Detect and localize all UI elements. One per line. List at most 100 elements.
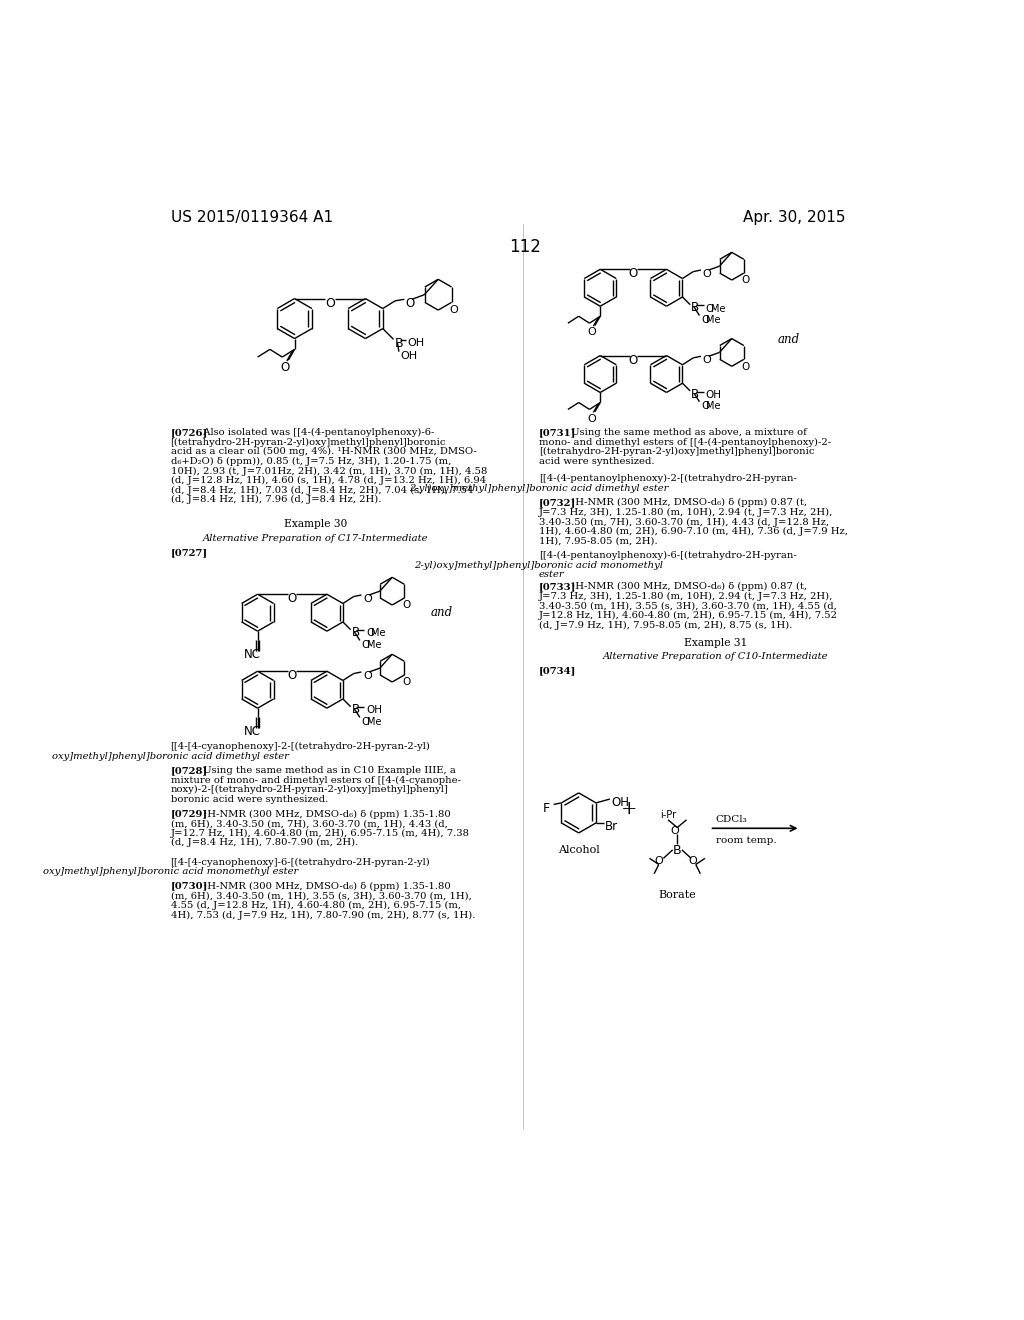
Text: B: B (691, 388, 699, 400)
Text: and: and (777, 333, 800, 346)
Text: Using the same method as in C10 Example IIIE, a: Using the same method as in C10 Example … (197, 766, 456, 775)
Text: [0729]: [0729] (171, 809, 208, 818)
Text: F: F (543, 801, 550, 814)
Text: O: O (701, 401, 710, 412)
Text: US 2015/0119364 A1: US 2015/0119364 A1 (171, 210, 333, 224)
Text: (m, 6H), 3.40-3.50 (m, 1H), 3.55 (s, 3H), 3.60-3.70 (m, 1H),: (m, 6H), 3.40-3.50 (m, 1H), 3.55 (s, 3H)… (171, 891, 471, 900)
Text: B: B (351, 626, 359, 639)
Text: OH: OH (400, 351, 418, 360)
Text: 3.40-3.50 (m, 7H), 3.60-3.70 (m, 1H), 4.43 (d, J=12.8 Hz,: 3.40-3.50 (m, 7H), 3.60-3.70 (m, 1H), 4.… (539, 517, 828, 527)
Text: NC: NC (244, 648, 261, 661)
Text: 2-yl)oxy]methyl]phenyl]boronic acid dimethyl ester: 2-yl)oxy]methyl]phenyl]boronic acid dime… (409, 483, 669, 492)
Text: O: O (629, 268, 638, 280)
Text: 1H), 7.95-8.05 (m, 2H).: 1H), 7.95-8.05 (m, 2H). (539, 537, 657, 545)
Text: O: O (702, 269, 712, 279)
Text: [[4-(4-pentanoylphenoxy)-2-[(tetrahydro-2H-pyran-: [[4-(4-pentanoylphenoxy)-2-[(tetrahydro-… (539, 474, 797, 483)
Text: oxy]methyl]phenyl]boronic acid dimethyl ester: oxy]methyl]phenyl]boronic acid dimethyl … (52, 751, 289, 760)
Text: OH: OH (611, 796, 630, 809)
Text: O: O (706, 304, 714, 314)
Text: (d, J=8.4 Hz, 1H), 7.96 (d, J=8.4 Hz, 2H).: (d, J=8.4 Hz, 1H), 7.96 (d, J=8.4 Hz, 2H… (171, 495, 381, 504)
Text: O: O (362, 594, 372, 603)
Text: Borate: Borate (658, 890, 696, 900)
Text: B: B (351, 704, 359, 717)
Text: OH: OH (366, 705, 382, 715)
Text: ¹H-NMR (300 MHz, DMSO-d₆) δ (ppm) 0.87 (t,: ¹H-NMR (300 MHz, DMSO-d₆) δ (ppm) 0.87 (… (565, 582, 807, 591)
Text: Me: Me (711, 304, 725, 314)
Text: 112: 112 (509, 238, 541, 256)
Text: d₆+D₂O) δ (ppm)), 0.85 (t, J=7.5 Hz, 3H), 1.20-1.75 (m,: d₆+D₂O) δ (ppm)), 0.85 (t, J=7.5 Hz, 3H)… (171, 457, 451, 466)
Text: mono- and dimethyl esters of [[4-(4-pentanoylphenoxy)-2-: mono- and dimethyl esters of [[4-(4-pent… (539, 437, 830, 446)
Text: O: O (702, 355, 712, 366)
Text: [0728]: [0728] (171, 766, 208, 775)
Text: OH: OH (706, 389, 722, 400)
Text: [[4-(4-pentanoylphenoxy)-6-[(tetrahydro-2H-pyran-: [[4-(4-pentanoylphenoxy)-6-[(tetrahydro-… (539, 552, 797, 560)
Text: O: O (671, 825, 679, 836)
Text: CDCl₃: CDCl₃ (716, 814, 748, 824)
Text: [[4-[4-cyanophenoxy]-2-[(tetrahydro-2H-pyran-2-yl): [[4-[4-cyanophenoxy]-2-[(tetrahydro-2H-p… (171, 742, 430, 751)
Text: [0727]: [0727] (171, 548, 208, 557)
Text: (d, J=12.8 Hz, 1H), 4.60 (s, 1H), 4.78 (d, J=13.2 Hz, 1H), 6.94: (d, J=12.8 Hz, 1H), 4.60 (s, 1H), 4.78 (… (171, 477, 485, 486)
Text: [0732]: [0732] (539, 498, 575, 507)
Text: [[4-[4-cyanophenoxy]-6-[(tetrahydro-2H-pyran-2-yl): [[4-[4-cyanophenoxy]-6-[(tetrahydro-2H-p… (171, 858, 430, 867)
Text: O: O (361, 640, 370, 649)
Text: O: O (654, 857, 664, 866)
Text: Alcohol: Alcohol (558, 845, 600, 855)
Text: O: O (362, 671, 372, 681)
Text: +: + (621, 800, 637, 818)
Text: (m, 6H), 3.40-3.50 (m, 7H), 3.60-3.70 (m, 1H), 4.43 (d,: (m, 6H), 3.40-3.50 (m, 7H), 3.60-3.70 (m… (171, 818, 447, 828)
Text: boronic acid were synthesized.: boronic acid were synthesized. (171, 795, 328, 804)
Text: Br: Br (605, 820, 618, 833)
Text: [0730]: [0730] (171, 882, 208, 891)
Text: O: O (741, 276, 750, 285)
Text: Example 31: Example 31 (684, 638, 748, 648)
Text: (d, J=8.4 Hz, 1H), 7.80-7.90 (m, 2H).: (d, J=8.4 Hz, 1H), 7.80-7.90 (m, 2H). (171, 838, 357, 847)
Text: O: O (588, 327, 596, 338)
Text: 10H), 2.93 (t, J=7.01Hz, 2H), 3.42 (m, 1H), 3.70 (m, 1H), 4.58: 10H), 2.93 (t, J=7.01Hz, 2H), 3.42 (m, 1… (171, 466, 487, 475)
Text: O: O (361, 717, 370, 727)
Text: O: O (701, 315, 710, 325)
Text: OH: OH (408, 338, 425, 348)
Text: O: O (366, 628, 374, 639)
Text: ¹H-NMR (300 MHz, DMSO-d₆) δ (ppm) 0.87 (t,: ¹H-NMR (300 MHz, DMSO-d₆) δ (ppm) 0.87 (… (565, 498, 807, 507)
Text: Also isolated was [[4-(4-pentanoylphenoxy)-6-: Also isolated was [[4-(4-pentanoylphenox… (197, 428, 434, 437)
Text: (d, J=8.4 Hz, 1H), 7.03 (d, J=8.4 Hz, 2H), 7.04 (s, 1H), 7.54: (d, J=8.4 Hz, 1H), 7.03 (d, J=8.4 Hz, 2H… (171, 486, 473, 495)
Text: B: B (395, 337, 403, 350)
Text: 2-yl)oxy]methyl]phenyl]boronic acid monomethyl: 2-yl)oxy]methyl]phenyl]boronic acid mono… (414, 561, 664, 570)
Text: J=12.7 Hz, 1H), 4.60-4.80 (m, 2H), 6.95-7.15 (m, 4H), 7.38: J=12.7 Hz, 1H), 4.60-4.80 (m, 2H), 6.95-… (171, 829, 470, 838)
Text: Me: Me (367, 717, 381, 727)
Text: [0734]: [0734] (539, 667, 577, 676)
Text: J=7.3 Hz, 3H), 1.25-1.80 (m, 10H), 2.94 (t, J=7.3 Hz, 2H),: J=7.3 Hz, 3H), 1.25-1.80 (m, 10H), 2.94 … (539, 591, 834, 601)
Text: Alternative Preparation of C10-Intermediate: Alternative Preparation of C10-Intermedi… (603, 652, 828, 661)
Text: Using the same method as above, a mixture of: Using the same method as above, a mixtur… (565, 428, 807, 437)
Text: [0733]: [0733] (539, 582, 577, 591)
Text: acid were synthesized.: acid were synthesized. (539, 457, 654, 466)
Text: ester: ester (539, 570, 564, 579)
Text: O: O (406, 297, 415, 310)
Text: NC: NC (244, 725, 261, 738)
Text: O: O (688, 857, 697, 866)
Text: oxy]methyl]phenyl]boronic acid monomethyl ester: oxy]methyl]phenyl]boronic acid monomethy… (43, 867, 298, 876)
Text: J=12.8 Hz, 1H), 4.60-4.80 (m, 2H), 6.95-7.15 (m, 4H), 7.52: J=12.8 Hz, 1H), 4.60-4.80 (m, 2H), 6.95-… (539, 611, 838, 620)
Text: 3.40-3.50 (m, 1H), 3.55 (s, 3H), 3.60-3.70 (m, 1H), 4.55 (d,: 3.40-3.50 (m, 1H), 3.55 (s, 3H), 3.60-3.… (539, 601, 837, 610)
Text: O: O (402, 601, 411, 610)
Text: Apr. 30, 2015: Apr. 30, 2015 (742, 210, 845, 224)
Text: Me: Me (707, 401, 721, 412)
Text: O: O (402, 677, 411, 688)
Text: i-Pr: i-Pr (660, 810, 677, 820)
Text: O: O (629, 354, 638, 367)
Text: O: O (325, 297, 335, 310)
Text: B: B (691, 301, 699, 314)
Text: O: O (288, 593, 297, 606)
Text: ¹H-NMR (300 MHz, DMSO-d₆) δ (ppm) 1.35-1.80: ¹H-NMR (300 MHz, DMSO-d₆) δ (ppm) 1.35-1… (197, 882, 451, 891)
Text: Me: Me (372, 628, 386, 639)
Text: O: O (288, 669, 297, 682)
Text: Me: Me (707, 315, 721, 325)
Text: O: O (741, 362, 750, 372)
Text: Alternative Preparation of C17-Intermediate: Alternative Preparation of C17-Intermedi… (203, 533, 428, 543)
Text: ¹H-NMR (300 MHz, DMSO-d₆) δ (ppm) 1.35-1.80: ¹H-NMR (300 MHz, DMSO-d₆) δ (ppm) 1.35-1… (197, 809, 451, 818)
Text: acid as a clear oil (500 mg, 4%). ¹H-NMR (300 MHz, DMSO-: acid as a clear oil (500 mg, 4%). ¹H-NMR… (171, 447, 476, 457)
Text: Me: Me (367, 640, 381, 649)
Text: room temp.: room temp. (716, 836, 776, 845)
Text: B: B (673, 843, 682, 857)
Text: [0726]: [0726] (171, 428, 208, 437)
